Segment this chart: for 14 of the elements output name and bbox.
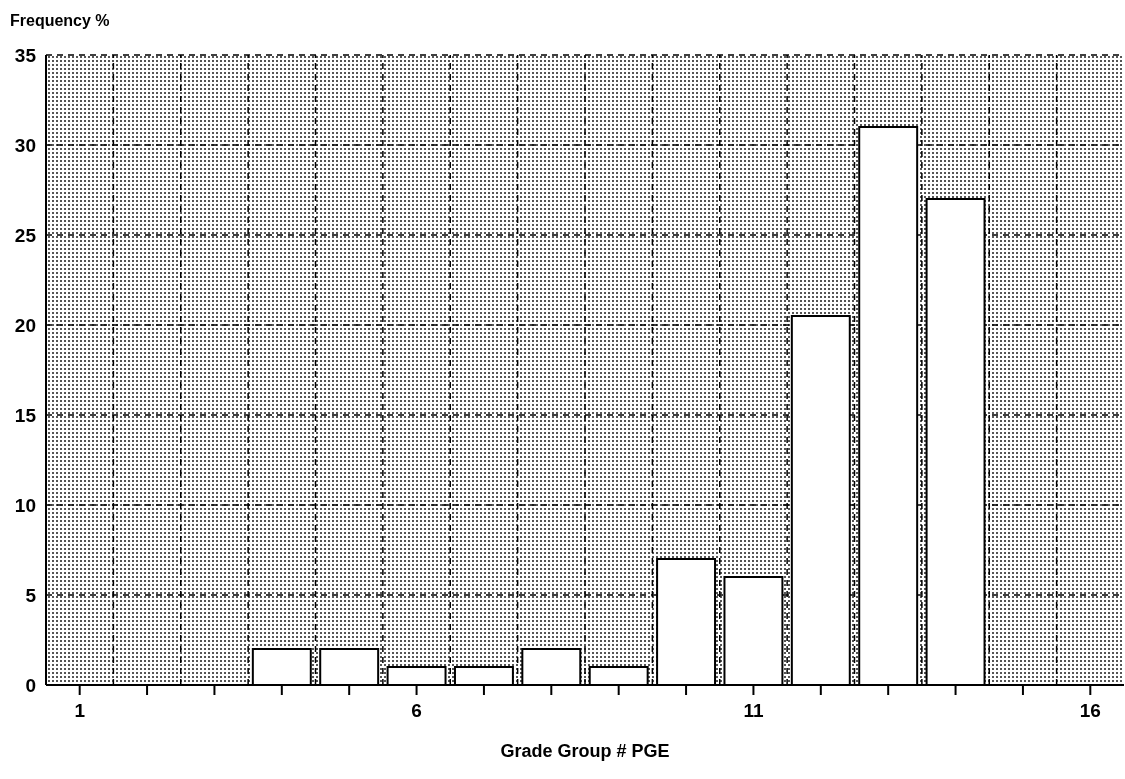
- y-tick-label: 30: [14, 135, 36, 156]
- x-tick-label: 1: [74, 700, 86, 721]
- y-tick-label: 10: [14, 495, 36, 516]
- y-tick-label: 25: [14, 225, 37, 246]
- y-tick-label: 5: [25, 585, 37, 606]
- y-tick-label: 15: [14, 405, 37, 426]
- y-tick-label: 0: [25, 675, 36, 696]
- y-tick-label: 20: [14, 315, 36, 336]
- x-tick-label: 16: [1079, 700, 1101, 721]
- y-axis-title: Frequency %: [10, 12, 110, 29]
- x-tick-label: 11: [743, 700, 764, 721]
- x-axis-title: Grade Group # PGE: [500, 741, 670, 761]
- x-tick-label: 6: [411, 700, 422, 721]
- y-tick-label: 35: [14, 45, 37, 66]
